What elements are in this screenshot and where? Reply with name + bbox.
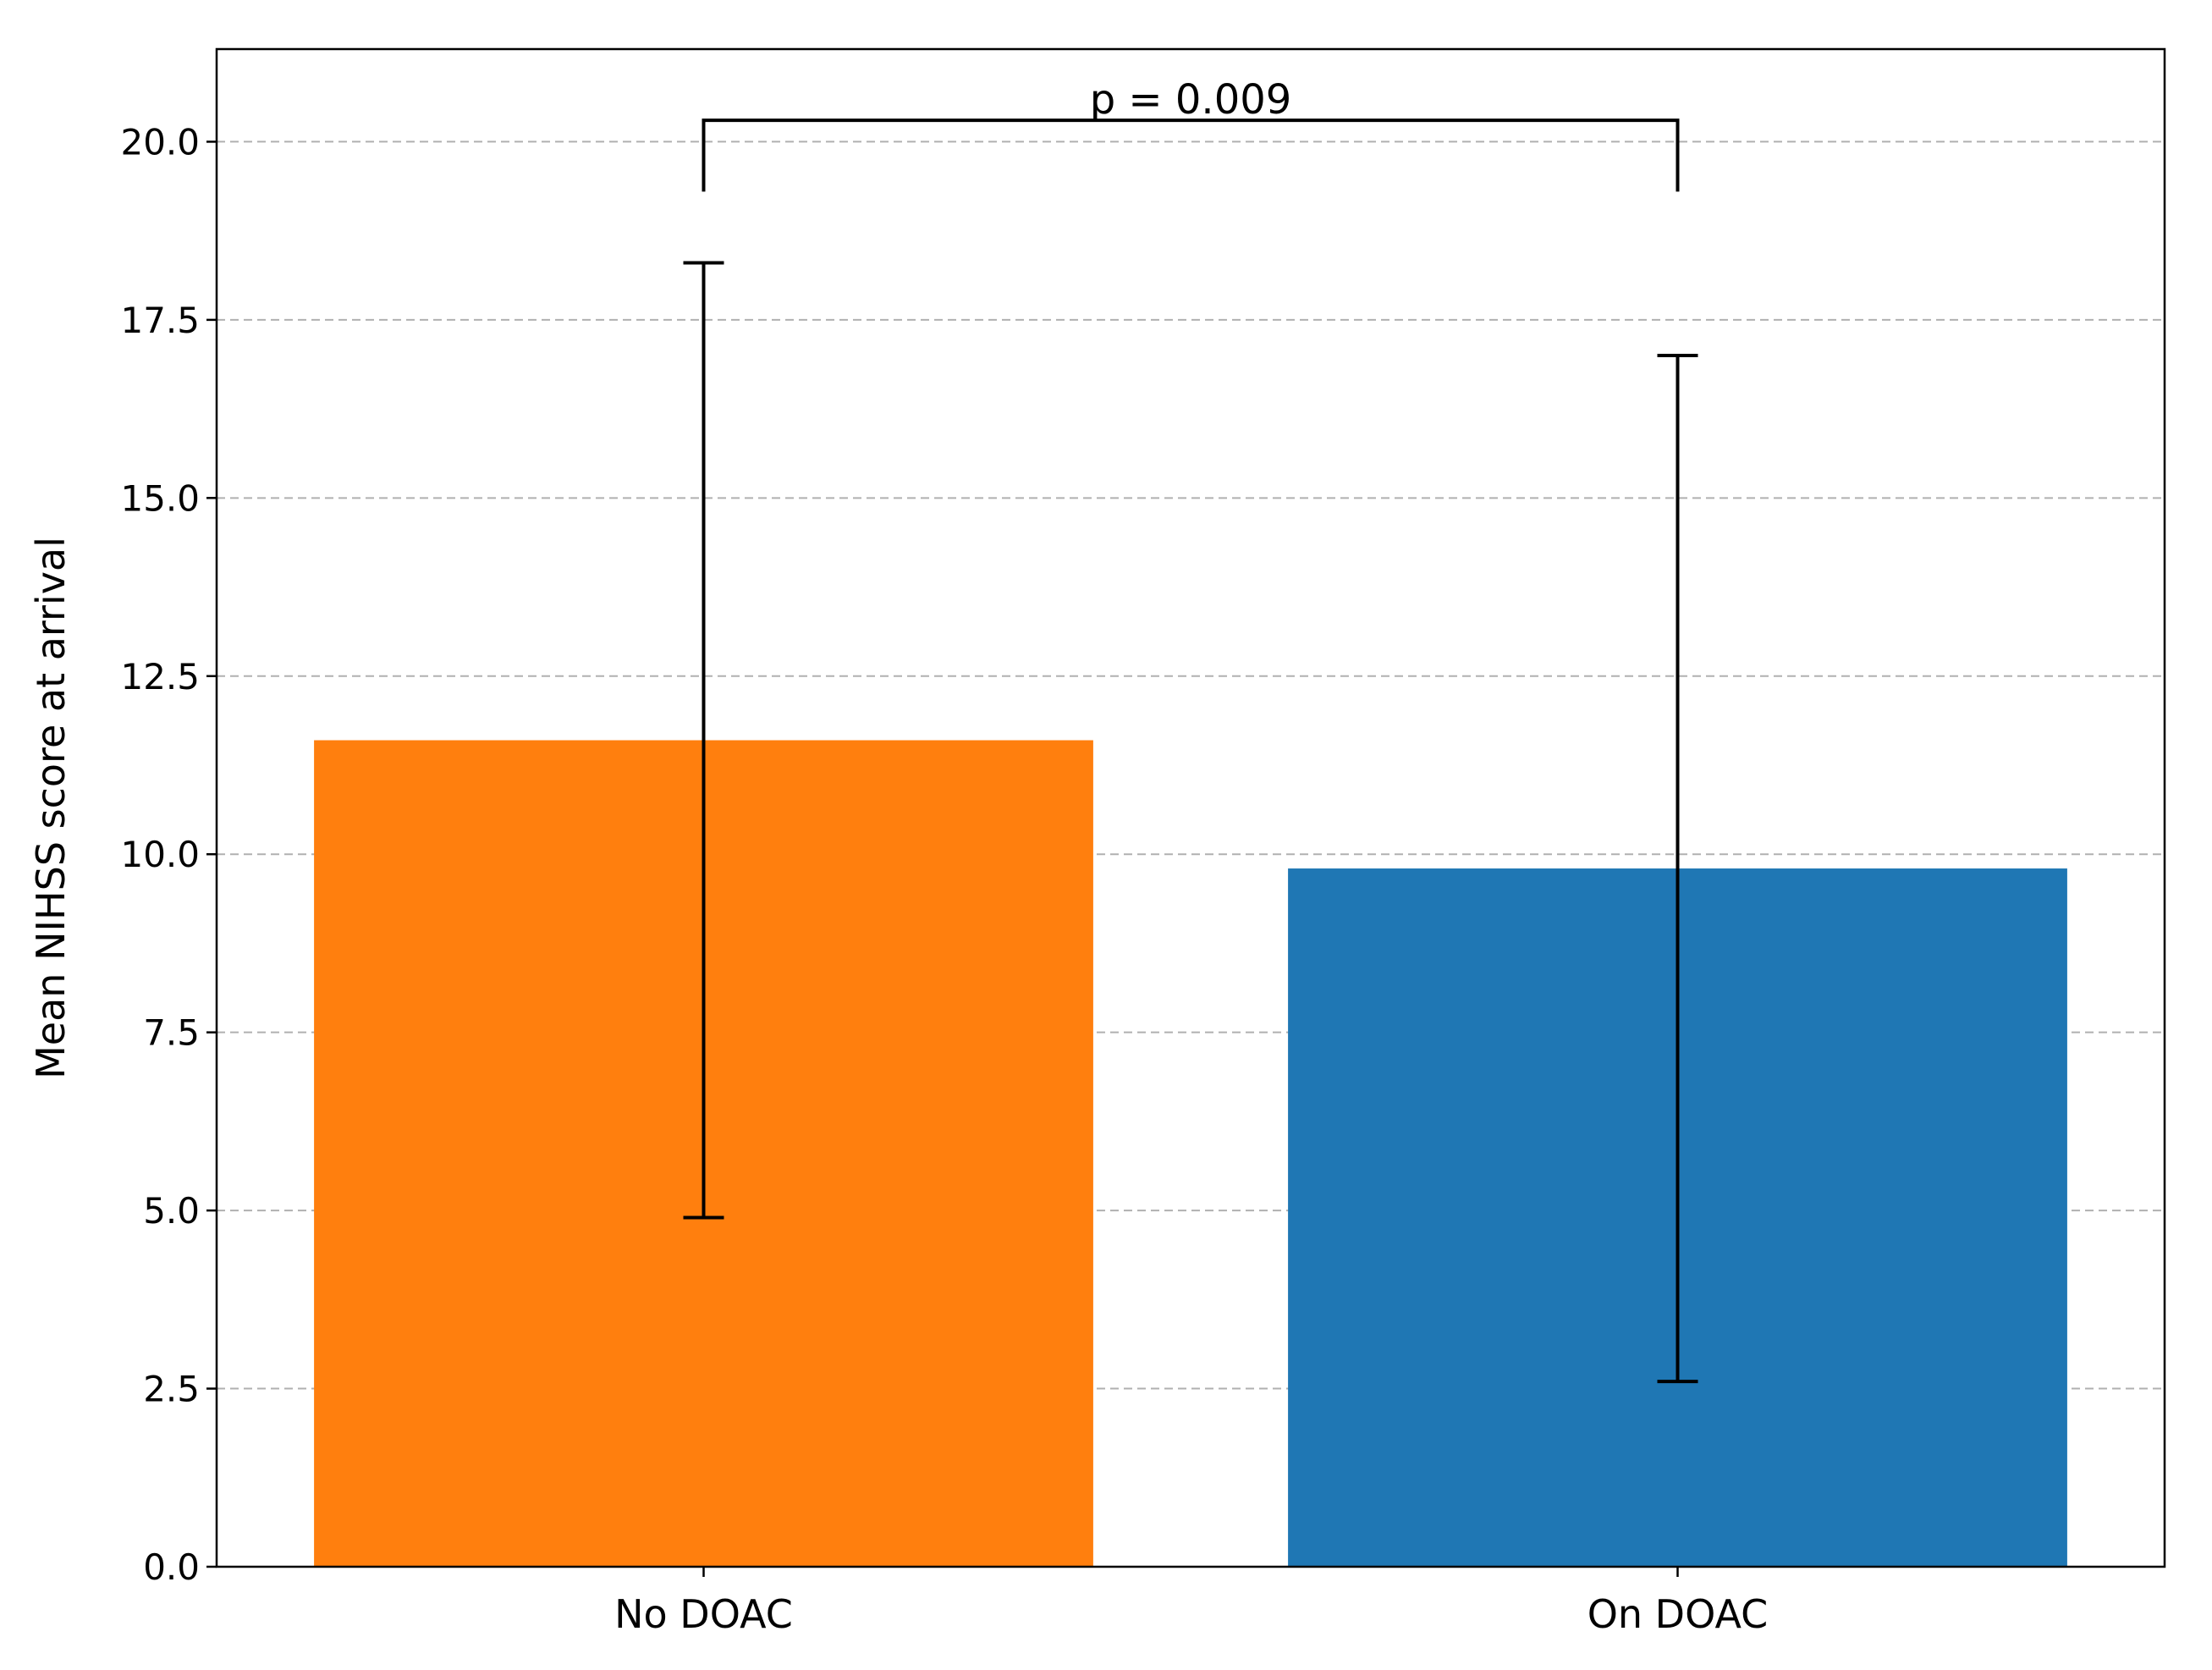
y-tick-label: 0.0	[143, 1546, 200, 1588]
x-tick-label: No DOAC	[614, 1591, 793, 1637]
significance-bracket	[702, 118, 1680, 192]
y-axis-title: Mean NIHSS score at arrival	[28, 537, 74, 1079]
axes: 0.0 2.5 5.0 7.5 10.0 12.5 15.0 17.5 20.0 No DOAC O…	[120, 47, 2166, 1637]
y-tick-label: 7.5	[143, 1012, 200, 1054]
y-tick-label: 15.0	[120, 477, 200, 519]
y-tick-label: 2.5	[143, 1369, 200, 1410]
y-tick-label: 5.0	[143, 1190, 200, 1232]
y-tick-label: 10.0	[120, 834, 200, 875]
x-tick-label: On DOAC	[1587, 1591, 1769, 1637]
y-tick-label: 12.5	[120, 656, 200, 697]
y-tick-label: 17.5	[120, 300, 200, 341]
plot-frame	[215, 47, 2166, 1568]
significance-annotation: p = 0.009	[702, 76, 1680, 192]
p-value-label: p = 0.009	[1090, 76, 1292, 124]
error-bars	[683, 261, 1698, 1384]
y-tick-label: 20.0	[120, 121, 200, 163]
